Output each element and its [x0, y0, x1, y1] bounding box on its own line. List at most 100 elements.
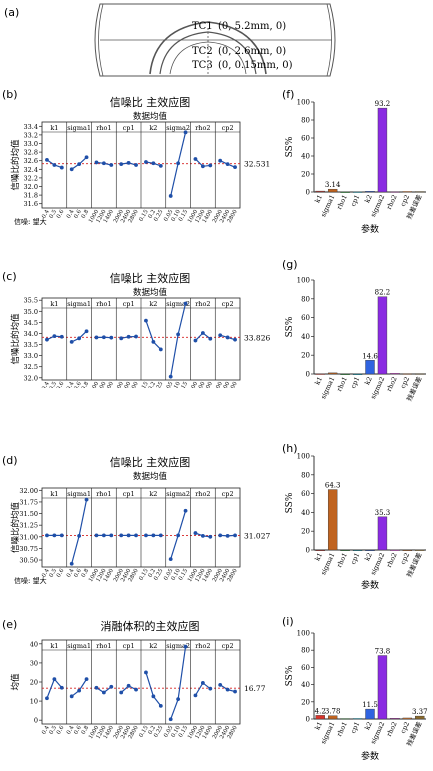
schematic-panel: (a) TC1 (0, 5.2mm, 0) TC2 (0, 2.6mm, 0) … — [4, 3, 336, 77]
data-point-cp2 — [225, 162, 230, 167]
y-axis-label: SS% — [285, 136, 295, 157]
level-tick-label: 1200 — [194, 381, 206, 388]
factor-header-cp1: cp1 — [123, 490, 135, 498]
bar-sigma1 — [327, 372, 338, 375]
factor-header-cp2: cp2 — [222, 300, 234, 308]
data-point-rho2 — [200, 681, 205, 685]
tc1-coord: (0, 5.2mm, 0) — [218, 21, 286, 32]
y-tick-label: 32.2 — [24, 174, 38, 182]
bar-rho1 — [340, 718, 350, 720]
level-tick-label: 0.2 — [148, 568, 158, 579]
factor-header-sigma2: sigma2 — [166, 300, 190, 308]
x-tick-label: rho1 — [335, 551, 349, 568]
y-tick-label: 40 — [301, 681, 310, 689]
level-tick-label: 0.2 — [148, 209, 158, 220]
chart-subtitle: 数据均值 — [133, 287, 168, 298]
level-tick-label: 0.4 — [41, 725, 51, 736]
data-point-sigma2 — [176, 161, 181, 166]
bar-rho1 — [340, 191, 350, 193]
chart-title: 消融体积的主效应图 — [101, 619, 200, 633]
bar-rho2 — [390, 718, 400, 720]
factor-header-rho1: rho1 — [96, 124, 111, 132]
level-tick-label: 0.4 — [66, 725, 76, 736]
y-axis-label: 信噪比的均值 — [10, 502, 21, 554]
level-tick-label: 0.4 — [41, 381, 51, 388]
panel-label-f: (f) — [282, 88, 294, 101]
x-tick-label: cp1 — [349, 375, 361, 389]
level-tick-label: 0.15 — [138, 568, 150, 582]
data-point-cp1 — [134, 687, 138, 692]
bar-k2 — [365, 549, 375, 552]
level-tick-label: 0.25 — [153, 209, 165, 223]
data-point-rho2 — [193, 338, 198, 343]
y-tick-label: 10 — [30, 698, 38, 706]
bar-sigma2 — [377, 655, 388, 720]
y-tick-label: 100 — [297, 453, 310, 461]
bar-sigma2 — [377, 516, 388, 551]
factor-header-k1: k1 — [50, 490, 58, 498]
factor-header-k2: k2 — [149, 490, 157, 498]
bar-残差误差 — [415, 373, 425, 375]
x-tick-label: k2 — [363, 720, 374, 731]
factor-header-rho1: rho1 — [96, 300, 111, 308]
bar-sigma1 — [327, 489, 338, 551]
data-point-k1 — [52, 677, 57, 682]
level-tick-label: 0.10 — [171, 568, 183, 582]
data-point-rho1 — [94, 685, 99, 690]
factor-header-k1: k1 — [50, 300, 58, 308]
level-tick-label: 1000 — [88, 381, 100, 388]
x-axis-label: 参数 — [361, 223, 379, 235]
bar-残差误差 — [415, 191, 425, 193]
data-point-sigma1 — [77, 688, 82, 693]
data-point-rho2 — [208, 163, 213, 168]
data-point-k1 — [59, 533, 64, 538]
factor-header-cp2: cp2 — [222, 490, 234, 498]
factor-header-k2: k2 — [149, 124, 157, 132]
y-tick-label: 31.00 — [19, 533, 38, 541]
data-point-sigma1 — [69, 694, 74, 699]
tc2-label: TC2 — [192, 46, 213, 57]
y-tick-label: 32.5 — [24, 363, 38, 371]
panel-label-d: (d) — [2, 454, 18, 467]
y-tick-label: 20 — [301, 528, 310, 536]
mean-value-label: 31.027 — [244, 532, 270, 541]
data-point-cp1 — [134, 533, 138, 538]
bar-k1 — [315, 190, 325, 193]
data-point-sigma1 — [69, 339, 74, 344]
level-tick-label: 0.8 — [81, 209, 91, 220]
level-tick-label: 2800 — [227, 381, 239, 388]
series-line-k2 — [145, 320, 162, 350]
chart-title: 信噪比 主效应图 — [110, 271, 191, 285]
level-tick-label: 0.15 — [178, 568, 190, 582]
data-point-cp2 — [218, 333, 223, 338]
data-point-cp1 — [119, 336, 124, 341]
level-tick-label: 0.05 — [163, 381, 175, 388]
y-tick-label: 32.8 — [24, 149, 38, 157]
series-line-sigma1 — [71, 499, 88, 564]
data-point-rho1 — [101, 161, 106, 166]
factor-header-cp2: cp2 — [222, 124, 234, 132]
data-point-rho2 — [200, 164, 205, 169]
data-point-k2 — [151, 533, 156, 538]
x-tick-label: k2 — [363, 193, 374, 204]
bar-k1 — [315, 373, 325, 375]
y-tick-label: 30.50 — [19, 557, 38, 565]
data-point-cp1 — [126, 160, 131, 165]
level-tick-label: 0.5 — [49, 381, 59, 388]
data-point-cp1 — [119, 690, 124, 695]
y-tick-label: 60 — [301, 314, 310, 322]
level-tick-label: 2000 — [113, 381, 125, 388]
level-tick-label: 0.6 — [73, 568, 83, 579]
level-tick-label: 0.05 — [163, 568, 175, 582]
y-tick-label: 33.0 — [24, 352, 38, 360]
data-point-rho2 — [208, 336, 213, 341]
data-point-cp2 — [225, 687, 230, 692]
data-point-rho2 — [208, 686, 213, 691]
x-tick-label: k2 — [363, 375, 374, 386]
series-line-sigma2 — [170, 303, 187, 377]
data-point-sigma2 — [168, 557, 173, 561]
data-point-rho2 — [200, 533, 205, 538]
